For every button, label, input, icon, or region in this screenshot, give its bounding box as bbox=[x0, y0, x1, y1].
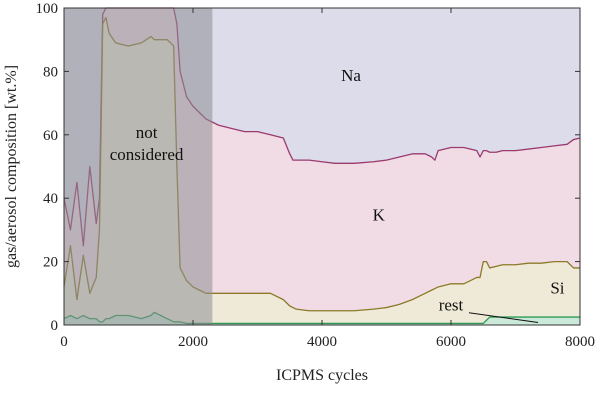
plot-area: Na K Si rest not considered bbox=[63, 7, 581, 325]
annotation-na: Na bbox=[341, 66, 361, 85]
x-tick-label: 2000 bbox=[178, 334, 208, 350]
axes: 0 2000 4000 6000 8000 0 20 40 60 80 100 bbox=[36, 1, 596, 350]
y-tick-label: 40 bbox=[43, 191, 58, 207]
annotation-rest: rest bbox=[439, 296, 464, 315]
y-axis-label: gas/aerosol composition [wt.%] bbox=[3, 65, 20, 268]
y-tick-label: 0 bbox=[51, 318, 59, 334]
y-tick-label: 80 bbox=[43, 64, 58, 80]
y-tick-label: 20 bbox=[43, 255, 58, 271]
annotation-k: K bbox=[373, 205, 386, 224]
y-tick-label: 60 bbox=[43, 128, 58, 144]
x-tick-label: 0 bbox=[60, 334, 68, 350]
annotation-si: Si bbox=[550, 278, 564, 297]
rest-pointer-line bbox=[468, 312, 539, 323]
x-tick-label: 4000 bbox=[307, 334, 337, 350]
x-tick-label: 6000 bbox=[436, 334, 466, 350]
x-tick-label: 8000 bbox=[565, 334, 595, 350]
annotation-not-considered-line2: considered bbox=[110, 145, 184, 164]
excluded-region bbox=[64, 8, 213, 325]
y-tick-label: 100 bbox=[36, 1, 59, 17]
annotation-not-considered-line1: not bbox=[136, 123, 158, 142]
x-axis-label: ICPMS cycles bbox=[276, 367, 368, 384]
